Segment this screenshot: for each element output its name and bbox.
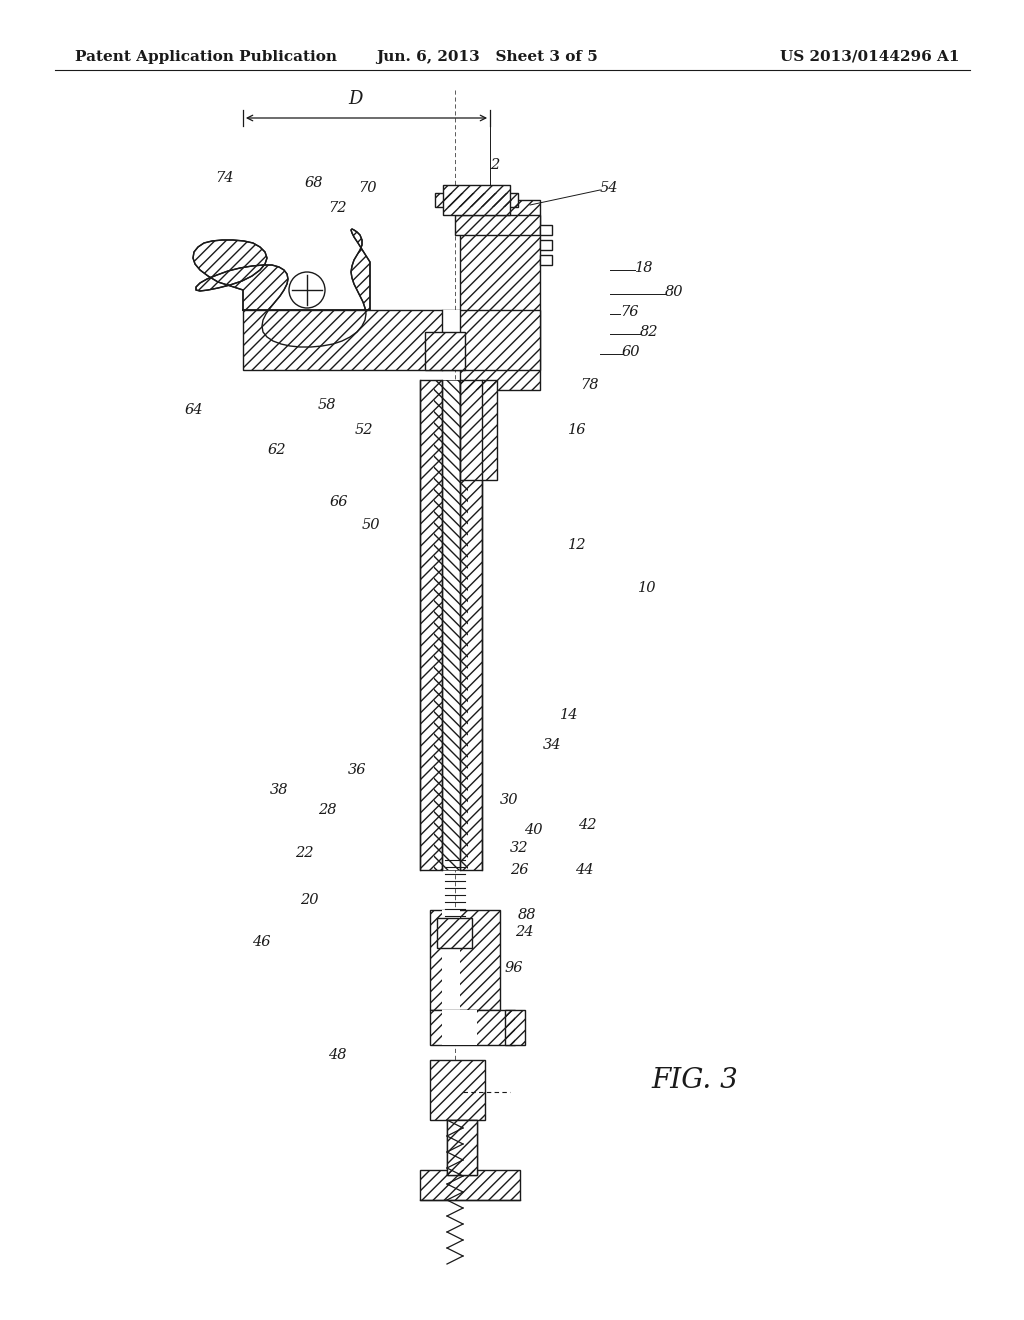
Text: 40: 40: [524, 822, 543, 837]
Text: 96: 96: [505, 961, 523, 975]
Bar: [540, 240, 552, 249]
Bar: [430, 1060, 485, 1119]
Bar: [420, 1170, 520, 1200]
Text: 26: 26: [510, 863, 528, 876]
Text: 58: 58: [318, 399, 337, 412]
Text: 72: 72: [328, 201, 346, 215]
Text: 52: 52: [355, 422, 374, 437]
Text: 44: 44: [575, 863, 594, 876]
Text: 12: 12: [568, 539, 587, 552]
Bar: [460, 201, 540, 389]
Text: 22: 22: [295, 846, 313, 861]
Text: 16: 16: [568, 422, 587, 437]
Bar: [447, 1119, 477, 1175]
Text: 68: 68: [305, 176, 324, 190]
Text: 32: 32: [510, 841, 528, 855]
Text: 10: 10: [638, 581, 656, 595]
Bar: [434, 380, 468, 870]
Bar: [460, 201, 540, 389]
Bar: [430, 1060, 485, 1119]
Bar: [447, 1119, 477, 1175]
Text: 78: 78: [580, 378, 598, 392]
Text: FIG. 3: FIG. 3: [651, 1067, 738, 1093]
Bar: [420, 380, 442, 870]
Bar: [442, 380, 460, 870]
Text: 64: 64: [185, 403, 204, 417]
Bar: [460, 380, 482, 870]
Bar: [540, 224, 552, 235]
Bar: [460, 380, 497, 480]
Bar: [442, 1010, 477, 1045]
Bar: [243, 310, 540, 370]
Text: D: D: [348, 90, 362, 108]
Text: 14: 14: [560, 708, 579, 722]
Text: 76: 76: [620, 305, 639, 319]
Text: 54: 54: [600, 181, 618, 195]
Text: 74: 74: [215, 172, 233, 185]
Bar: [442, 310, 460, 370]
Bar: [447, 1119, 477, 1175]
Bar: [435, 193, 518, 207]
Bar: [435, 193, 518, 207]
Text: 60: 60: [622, 345, 640, 359]
Text: 62: 62: [268, 444, 287, 457]
Text: Jun. 6, 2013   Sheet 3 of 5: Jun. 6, 2013 Sheet 3 of 5: [376, 50, 598, 63]
Text: 50: 50: [362, 517, 381, 532]
Bar: [430, 909, 500, 1010]
Bar: [243, 310, 540, 370]
Bar: [460, 380, 497, 480]
Text: 42: 42: [578, 818, 597, 832]
Bar: [443, 185, 510, 215]
Bar: [430, 1010, 515, 1045]
Bar: [540, 255, 552, 265]
Text: 30: 30: [500, 793, 518, 807]
Text: 88: 88: [518, 908, 537, 921]
Bar: [437, 917, 472, 948]
Text: US 2013/0144296 A1: US 2013/0144296 A1: [780, 50, 961, 63]
Circle shape: [289, 272, 325, 308]
Bar: [434, 380, 468, 870]
Text: Patent Application Publication: Patent Application Publication: [75, 50, 337, 63]
Bar: [460, 380, 482, 870]
Bar: [505, 1010, 525, 1045]
Text: 36: 36: [348, 763, 367, 777]
Text: 2: 2: [490, 158, 500, 172]
Text: 20: 20: [300, 894, 318, 907]
Bar: [443, 185, 510, 215]
Text: 24: 24: [515, 925, 534, 939]
Bar: [442, 909, 460, 1010]
Bar: [455, 215, 540, 235]
Bar: [425, 333, 465, 370]
Text: 80: 80: [665, 285, 683, 300]
Text: 70: 70: [358, 181, 377, 195]
Bar: [420, 380, 442, 870]
Text: 28: 28: [318, 803, 337, 817]
Text: 66: 66: [330, 495, 348, 510]
Text: 48: 48: [328, 1048, 346, 1063]
Text: 34: 34: [543, 738, 561, 752]
Bar: [437, 917, 472, 948]
Bar: [425, 333, 465, 370]
Text: 46: 46: [252, 935, 270, 949]
Bar: [420, 1170, 520, 1200]
Bar: [430, 909, 500, 1010]
Text: 38: 38: [270, 783, 289, 797]
Bar: [455, 215, 540, 235]
Text: 18: 18: [635, 261, 653, 275]
Text: 82: 82: [640, 325, 658, 339]
Polygon shape: [193, 228, 370, 347]
Bar: [430, 1010, 515, 1045]
Bar: [505, 1010, 525, 1045]
